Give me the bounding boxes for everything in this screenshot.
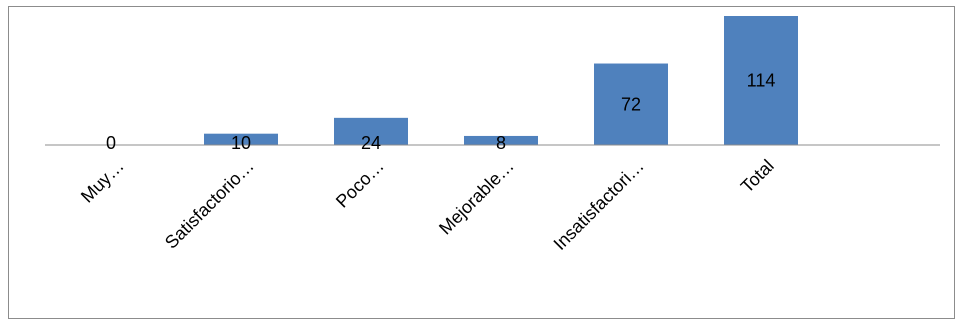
bars-group (204, 16, 798, 145)
tick-label-2: Poco… (332, 156, 388, 212)
bar-3 (464, 135, 538, 145)
data-label-5: 114 (747, 71, 776, 91)
tick-label-5: Total (737, 156, 778, 197)
bar-5 (724, 16, 798, 145)
tick-label-4: Insatisfactori… (550, 156, 648, 254)
tick-label-3: Mejorable… (435, 156, 518, 239)
data-label-2: 24 (361, 133, 381, 153)
data-labels-group: 0 10 24 8 72 114 (106, 71, 775, 154)
data-label-0: 0 (106, 133, 116, 153)
tick-label-1: Satisfactorio… (161, 156, 258, 253)
tick-label-0: Muy… (77, 156, 128, 207)
tick-labels-group: Muy… Satisfactorio… Poco… Mejorable… Insatis… (77, 156, 778, 254)
bar-4 (594, 63, 668, 145)
bar-2 (334, 117, 408, 145)
data-label-3: 8 (496, 133, 506, 153)
data-label-4: 72 (621, 94, 641, 114)
data-label-1: 10 (231, 133, 251, 153)
bar-1 (204, 133, 278, 145)
